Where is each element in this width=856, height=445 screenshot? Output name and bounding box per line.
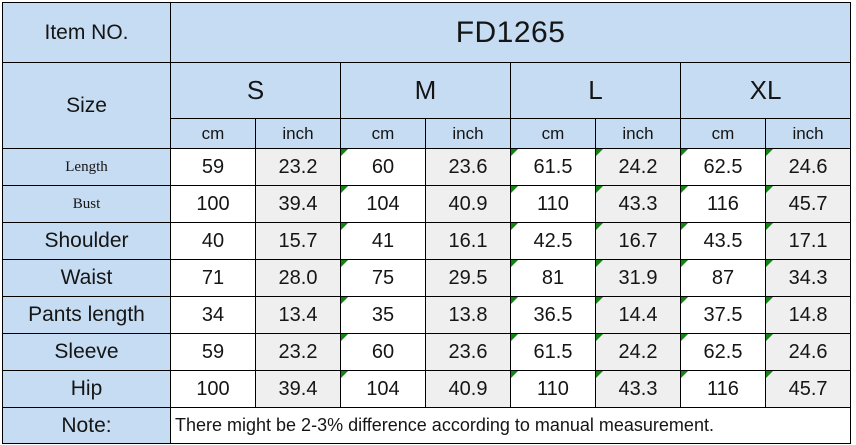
size-col-header-xl: XL	[679, 62, 852, 119]
value-cell: 16.7	[595, 222, 681, 260]
value-cell: 100	[170, 370, 256, 408]
value-cell: 16.1	[425, 222, 511, 260]
value-cell: 23.6	[425, 148, 511, 186]
value-cell: 23.2	[255, 148, 341, 186]
note-text: There might be 2-3% difference according…	[169, 407, 852, 444]
value-cell: 43.3	[595, 185, 681, 223]
value-cell: 14.4	[595, 296, 681, 334]
value-cell: 60	[340, 148, 426, 186]
measurement-row-pants-length: Pants length 34 13.4 35 13.8 36.5 14.4 3…	[2, 296, 852, 334]
size-col-header-s: S	[170, 62, 341, 119]
value-cell: 39.4	[255, 370, 341, 408]
value-cell: 37.5	[680, 296, 766, 334]
value-cell: 87	[680, 259, 766, 297]
measurement-row-length: Length 59 23.2 60 23.6 61.5 24.2 62.5 24…	[2, 148, 852, 186]
note-label: Note:	[2, 407, 171, 444]
value-cell: 43.3	[595, 370, 681, 408]
value-cell: 59	[170, 148, 256, 186]
row-label: Bust	[2, 185, 171, 223]
size-header-row: Size S M L XL	[2, 62, 852, 149]
value-cell: 41	[340, 222, 426, 260]
value-cell: 61.5	[510, 333, 596, 371]
value-cell: 28.0	[255, 259, 341, 297]
value-cell: 110	[510, 370, 596, 408]
row-label: Sleeve	[2, 333, 171, 371]
value-cell: 61.5	[510, 148, 596, 186]
measurement-row-sleeve: Sleeve 59 23.2 60 23.6 61.5 24.2 62.5 24…	[2, 333, 852, 371]
value-cell: 81	[510, 259, 596, 297]
value-cell: 24.6	[764, 148, 852, 186]
value-cell: 36.5	[510, 296, 596, 334]
unit-header-s-cm: cm	[170, 118, 256, 149]
value-cell: 35	[340, 296, 426, 334]
value-cell: 100	[170, 185, 256, 223]
measurement-row-hip: Hip 100 39.4 104 40.9 110 43.3 116 45.7	[2, 370, 852, 408]
unit-header-xl-inch: inch	[764, 118, 852, 149]
value-cell: 42.5	[510, 222, 596, 260]
row-label: Shoulder	[2, 222, 171, 260]
value-cell: 116	[680, 185, 766, 223]
measurement-row-waist: Waist 71 28.0 75 29.5 81 31.9 87 34.3	[2, 259, 852, 297]
row-label: Length	[2, 148, 171, 186]
row-label: Waist	[2, 259, 171, 297]
value-cell: 40	[170, 222, 256, 260]
value-cell: 110	[510, 185, 596, 223]
unit-header-xl-cm: cm	[680, 118, 766, 149]
item-no-row: Item NO. FD1265	[2, 2, 852, 63]
value-cell: 59	[170, 333, 256, 371]
measurement-row-shoulder: Shoulder 40 15.7 41 16.1 42.5 16.7 43.5 …	[2, 222, 852, 260]
value-cell: 23.2	[255, 333, 341, 371]
value-cell: 43.5	[680, 222, 766, 260]
size-col-header-l: L	[510, 62, 681, 119]
value-cell: 62.5	[680, 333, 766, 371]
size-label: Size	[2, 62, 171, 149]
item-no-value: FD1265	[169, 2, 852, 63]
size-col-header-m: M	[340, 62, 511, 119]
unit-header-s-inch: inch	[255, 118, 341, 149]
unit-header-m-cm: cm	[340, 118, 426, 149]
value-cell: 40.9	[425, 185, 511, 223]
value-cell: 75	[340, 259, 426, 297]
value-cell: 34	[170, 296, 256, 334]
value-cell: 23.6	[425, 333, 511, 371]
note-row: Note: There might be 2-3% difference acc…	[2, 407, 852, 444]
unit-header-row: cm inch cm inch cm inch cm inch	[3, 118, 852, 149]
value-cell: 15.7	[255, 222, 341, 260]
value-cell: 39.4	[255, 185, 341, 223]
value-cell: 17.1	[764, 222, 852, 260]
value-cell: 34.3	[764, 259, 852, 297]
value-cell: 62.5	[680, 148, 766, 186]
measurement-row-bust: Bust 100 39.4 104 40.9 110 43.3 116 45.7	[2, 185, 852, 223]
value-cell: 24.2	[595, 333, 681, 371]
value-cell: 45.7	[764, 185, 852, 223]
value-cell: 71	[170, 259, 256, 297]
value-cell: 24.6	[764, 333, 852, 371]
unit-header-l-inch: inch	[595, 118, 681, 149]
value-cell: 31.9	[595, 259, 681, 297]
value-cell: 45.7	[764, 370, 852, 408]
value-cell: 116	[680, 370, 766, 408]
row-label: Hip	[2, 370, 171, 408]
unit-header-l-cm: cm	[510, 118, 596, 149]
value-cell: 104	[340, 370, 426, 408]
unit-header-m-inch: inch	[425, 118, 511, 149]
value-cell: 13.4	[255, 296, 341, 334]
value-cell: 29.5	[425, 259, 511, 297]
value-cell: 60	[340, 333, 426, 371]
value-cell: 24.2	[595, 148, 681, 186]
value-cell: 104	[340, 185, 426, 223]
row-label: Pants length	[2, 296, 171, 334]
value-cell: 40.9	[425, 370, 511, 408]
value-cell: 14.8	[764, 296, 852, 334]
item-no-label: Item NO.	[2, 2, 171, 63]
value-cell: 13.8	[425, 296, 511, 334]
